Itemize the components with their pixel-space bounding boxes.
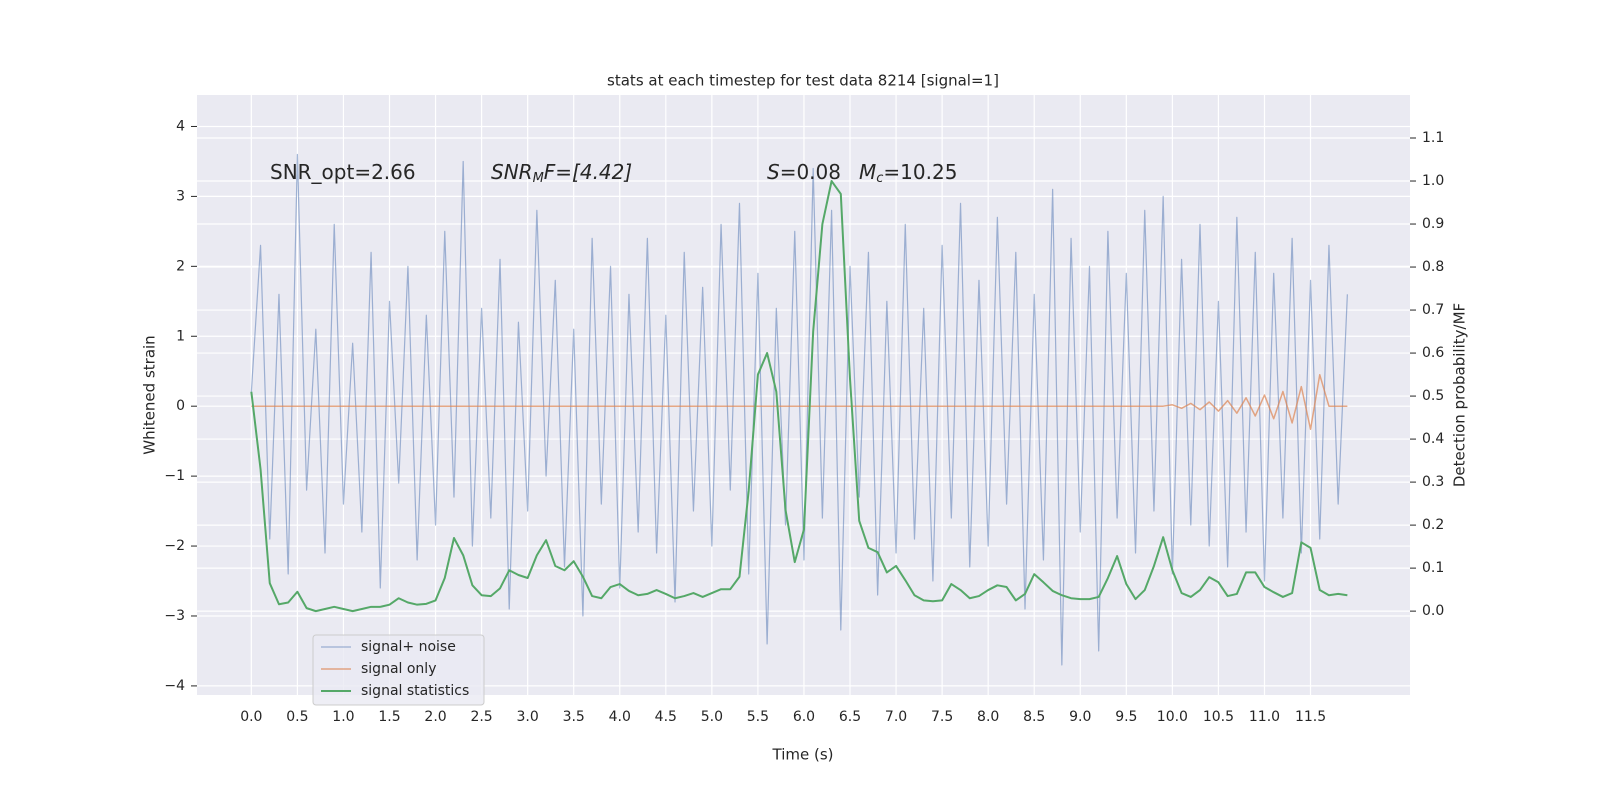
x-tick-label: 5.5 xyxy=(747,709,769,725)
x-tick-label: 0.0 xyxy=(240,709,262,725)
x-tick-label: 1.0 xyxy=(332,709,354,725)
annotation-part: SNR_opt=2.66 xyxy=(270,160,416,184)
y2-tick-label: 0.4 xyxy=(1422,431,1444,447)
x-tick-label: 2.5 xyxy=(470,709,492,725)
y-tick-label: 1 xyxy=(176,328,185,344)
legend-label: signal+ noise xyxy=(361,639,456,655)
y-tick-label: −1 xyxy=(164,468,185,484)
y2-tick-label: 0.8 xyxy=(1422,259,1444,275)
annotation-part: SNR xyxy=(491,160,533,184)
y-tick-label: 2 xyxy=(176,258,185,274)
annotation: S=0.08 xyxy=(767,160,841,184)
y-tick-label: −3 xyxy=(164,608,185,624)
x-tick-label: 11.5 xyxy=(1295,709,1326,725)
x-tick-label: 11.0 xyxy=(1249,709,1280,725)
legend-label: signal only xyxy=(361,661,436,677)
x-tick-label: 9.5 xyxy=(1115,709,1137,725)
y2-tick-label: 0.6 xyxy=(1422,345,1444,361)
annotation: Mc=10.25 xyxy=(859,160,957,186)
y-tick-label: −4 xyxy=(164,678,185,694)
annotation-part: F=[4.42] xyxy=(544,160,632,184)
y2-tick-label: 1.0 xyxy=(1422,173,1444,189)
x-tick-label: 9.0 xyxy=(1069,709,1091,725)
annotation: SNR_opt=2.66 xyxy=(270,160,416,184)
y-tick-label: 3 xyxy=(176,188,185,204)
x-tick-label: 6.5 xyxy=(839,709,861,725)
y2-tick-label: 0.0 xyxy=(1422,603,1444,619)
y-axis-label: Whitened strain xyxy=(141,335,159,454)
y2-tick-label: 0.7 xyxy=(1422,302,1444,318)
annotation-part: =0.08 xyxy=(780,160,841,184)
legend-label: signal statistics xyxy=(361,683,469,699)
annotation: SNRMF=[4.42] xyxy=(491,160,632,186)
chart-title: stats at each timestep for test data 821… xyxy=(607,72,999,90)
annotation-part: =10.25 xyxy=(883,160,957,184)
x-tick-label: 6.0 xyxy=(793,709,815,725)
y2-axis-label: Detection probability/MF xyxy=(1451,303,1469,487)
legend-box xyxy=(312,634,485,706)
y-tick-label: 4 xyxy=(176,118,185,134)
x-tick-label: 4.5 xyxy=(655,709,677,725)
x-tick-label: 4.0 xyxy=(609,709,631,725)
x-tick-label: 10.5 xyxy=(1203,709,1234,725)
x-tick-label: 5.0 xyxy=(701,709,723,725)
annotation-part: M xyxy=(533,171,544,186)
x-tick-label: 8.5 xyxy=(1023,709,1045,725)
y2-tick-label: 0.5 xyxy=(1422,388,1444,404)
y2-tick-label: 0.3 xyxy=(1422,474,1444,490)
y-tick-label: 0 xyxy=(176,398,185,414)
series-line xyxy=(250,180,1348,613)
y-tick-label: −2 xyxy=(164,538,185,554)
y2-tick-label: 0.1 xyxy=(1422,560,1444,576)
series-line xyxy=(251,373,1348,431)
x-tick-label: 7.5 xyxy=(931,709,953,725)
x-tick-label: 1.5 xyxy=(378,709,400,725)
x-tick-label: 7.0 xyxy=(885,709,907,725)
x-axis-label: Time (s) xyxy=(772,746,834,764)
x-tick-label: 8.0 xyxy=(977,709,999,725)
annotation-part: M xyxy=(859,160,876,184)
x-tick-label: 3.5 xyxy=(563,709,585,725)
annotation-part: S xyxy=(767,160,780,184)
x-tick-label: 3.0 xyxy=(517,709,539,725)
y2-tick-label: 0.9 xyxy=(1422,216,1444,232)
x-tick-label: 2.0 xyxy=(424,709,446,725)
annotation-part: c xyxy=(876,171,883,186)
y2-tick-label: 0.2 xyxy=(1422,517,1444,533)
x-tick-label: 0.5 xyxy=(286,709,308,725)
y2-tick-label: 1.1 xyxy=(1422,130,1444,146)
x-tick-label: 10.0 xyxy=(1157,709,1188,725)
series-line xyxy=(250,153,1348,666)
